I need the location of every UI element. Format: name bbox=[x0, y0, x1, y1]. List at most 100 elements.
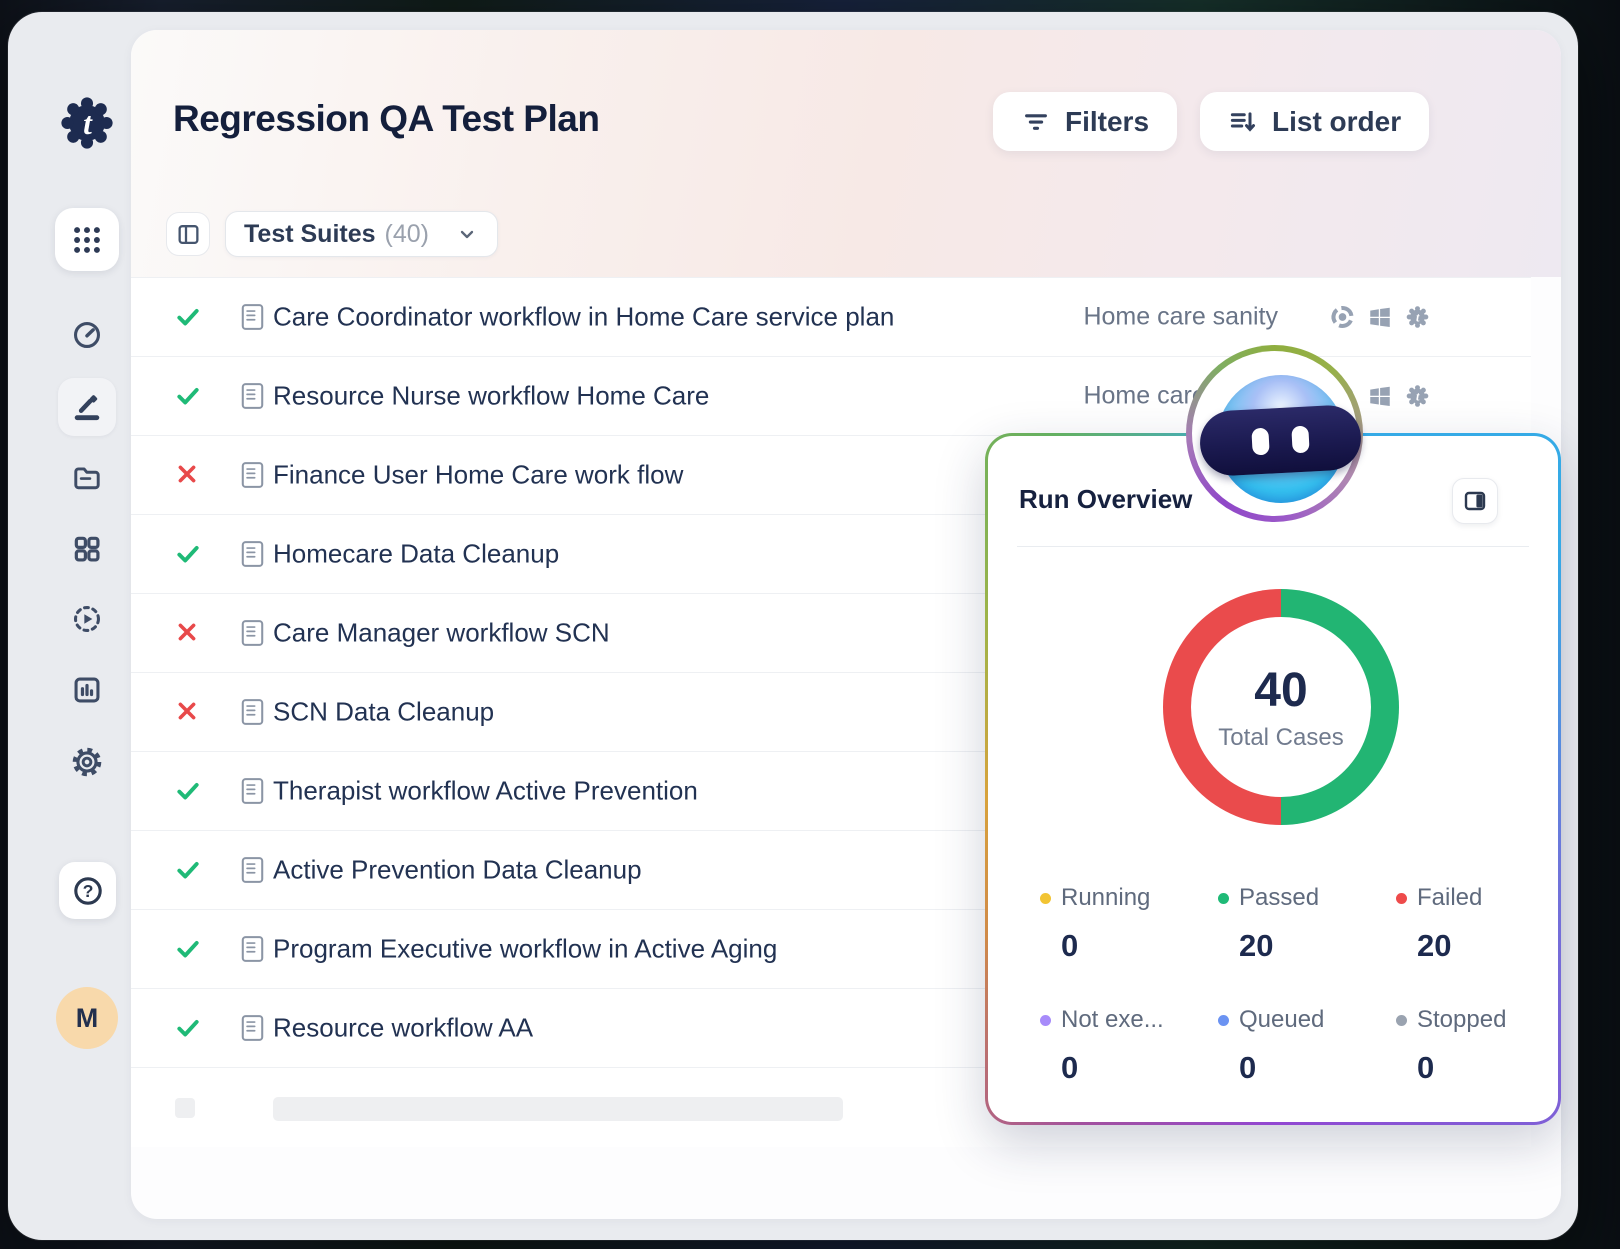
legend-label: Failed bbox=[1417, 884, 1483, 911]
legend-dot bbox=[1218, 1014, 1229, 1026]
reports-icon bbox=[74, 677, 100, 703]
list-order-button[interactable]: List order bbox=[1200, 92, 1430, 151]
legend-item: Stopped 0 bbox=[1396, 1006, 1574, 1086]
legend-value: 20 bbox=[1239, 928, 1274, 963]
check-icon bbox=[177, 861, 199, 879]
status-icon bbox=[175, 936, 201, 962]
legend-dot bbox=[1040, 1014, 1051, 1026]
filters-button-label: Filters bbox=[1065, 105, 1150, 137]
help-button[interactable]: ? bbox=[59, 862, 116, 919]
run-overview-panel: Run Overview 40 Total Cases Running 0 Pa… bbox=[985, 433, 1561, 1125]
bot-visor bbox=[1198, 403, 1363, 478]
legend-item: Passed 20 bbox=[1218, 884, 1396, 964]
main-card: Regression QA Test Plan Filters List ord… bbox=[131, 30, 1561, 1219]
suite-title: Resource Nurse workflow Home Care bbox=[273, 380, 710, 411]
status-icon bbox=[175, 699, 201, 725]
apps-grid-button[interactable] bbox=[55, 208, 119, 271]
sort-icon bbox=[1230, 111, 1255, 132]
legend-item: Not exe... 0 bbox=[1040, 1006, 1218, 1086]
suite-tag: Home care sanity bbox=[1083, 302, 1278, 331]
legend-value: 20 bbox=[1417, 928, 1452, 963]
check-icon bbox=[177, 940, 199, 958]
legend-dot bbox=[1040, 892, 1051, 904]
legend-item: Queued 0 bbox=[1218, 1006, 1396, 1086]
check-icon bbox=[177, 782, 199, 800]
sidebar: t bbox=[8, 12, 139, 1240]
legend-item: Running 0 bbox=[1040, 884, 1218, 964]
legend-value: 0 bbox=[1061, 1050, 1079, 1085]
svg-text:t: t bbox=[1416, 311, 1420, 325]
legend-label: Not exe... bbox=[1061, 1006, 1164, 1033]
check-icon bbox=[177, 308, 199, 326]
document-icon bbox=[241, 1015, 264, 1042]
chrome-icon bbox=[1331, 305, 1354, 329]
total-cases-label: Total Cases bbox=[1218, 723, 1344, 751]
sidebar-item-settings[interactable] bbox=[58, 733, 116, 791]
check-icon bbox=[177, 545, 199, 563]
status-icon bbox=[175, 462, 201, 488]
status-icon bbox=[175, 541, 201, 567]
document-icon bbox=[241, 304, 264, 331]
document-icon bbox=[241, 541, 264, 568]
user-avatar[interactable]: M bbox=[56, 987, 118, 1049]
legend-label: Stopped bbox=[1417, 1006, 1507, 1033]
check-icon bbox=[177, 387, 199, 405]
status-icon bbox=[175, 383, 201, 409]
document-icon bbox=[241, 383, 264, 410]
filter-icon bbox=[1025, 113, 1047, 130]
legend-label: Queued bbox=[1239, 1006, 1325, 1033]
testsigma-icon: t bbox=[1406, 306, 1429, 328]
sidebar-item-dashboard[interactable] bbox=[58, 306, 116, 364]
cross-icon bbox=[178, 465, 196, 483]
testsigma-icon: t bbox=[1406, 385, 1429, 407]
document-icon bbox=[241, 857, 264, 884]
suites-count: (40) bbox=[384, 219, 429, 248]
suite-title: Care Manager workflow SCN bbox=[273, 617, 610, 648]
run-overview-title: Run Overview bbox=[1019, 484, 1193, 514]
suite-title: Resource workflow AA bbox=[273, 1012, 534, 1043]
svg-text:t: t bbox=[1416, 390, 1420, 404]
donut-chart bbox=[1163, 589, 1399, 825]
legend-item: Failed 20 bbox=[1396, 884, 1574, 964]
document-icon bbox=[241, 778, 264, 805]
legend-value: 0 bbox=[1417, 1050, 1435, 1085]
panel-divider bbox=[1017, 546, 1529, 547]
suite-row[interactable]: Care Coordinator workflow in Home Care s… bbox=[131, 278, 1531, 357]
suite-title: Therapist workflow Active Prevention bbox=[273, 775, 698, 806]
assistant-bot-avatar[interactable] bbox=[1186, 345, 1363, 522]
help-icon: ? bbox=[73, 876, 102, 905]
cross-icon bbox=[178, 623, 196, 641]
document-icon bbox=[241, 936, 264, 963]
suite-title: Program Executive workflow in Active Agi… bbox=[273, 933, 778, 964]
toggle-panel-button[interactable] bbox=[166, 212, 210, 256]
suite-title: Finance User Home Care work flow bbox=[273, 459, 684, 490]
suites-dropdown-label: Test Suites bbox=[244, 219, 376, 248]
legend-dot bbox=[1218, 892, 1229, 904]
legend-dot bbox=[1396, 1014, 1407, 1026]
run-play-icon bbox=[73, 605, 101, 633]
app-window: t bbox=[8, 12, 1578, 1240]
suites-dropdown[interactable]: Test Suites (40) bbox=[225, 211, 498, 257]
suite-right: Home care sanity bbox=[1083, 303, 1431, 332]
cross-icon bbox=[178, 702, 196, 720]
check-icon bbox=[177, 1019, 199, 1037]
bot-eye-right bbox=[1291, 425, 1310, 454]
panel-right-icon bbox=[1464, 491, 1486, 511]
dashboard-icon bbox=[73, 321, 101, 349]
sidebar-item-reports[interactable] bbox=[58, 661, 116, 719]
windows-icon bbox=[1370, 307, 1390, 327]
filters-button[interactable]: Filters bbox=[993, 92, 1178, 151]
sidebar-item-projects[interactable] bbox=[58, 449, 116, 507]
sidebar-item-elements[interactable] bbox=[58, 520, 116, 578]
suite-title: Active Prevention Data Cleanup bbox=[273, 854, 642, 885]
status-icon bbox=[175, 304, 201, 330]
sidebar-item-runs[interactable] bbox=[58, 590, 116, 648]
document-icon bbox=[241, 620, 264, 647]
apps-icon bbox=[74, 536, 100, 562]
sidebar-item-create[interactable] bbox=[58, 378, 116, 436]
svg-text:t: t bbox=[83, 106, 93, 141]
collapse-panel-button[interactable] bbox=[1452, 478, 1498, 524]
status-icon bbox=[175, 620, 201, 646]
suite-list: Care Coordinator workflow in Home Care s… bbox=[131, 277, 1531, 1147]
document-icon bbox=[241, 462, 264, 489]
